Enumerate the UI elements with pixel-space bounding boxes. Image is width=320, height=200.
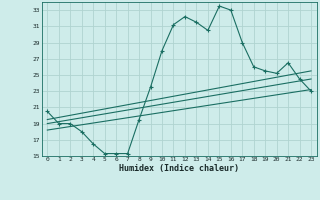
X-axis label: Humidex (Indice chaleur): Humidex (Indice chaleur)	[119, 164, 239, 173]
